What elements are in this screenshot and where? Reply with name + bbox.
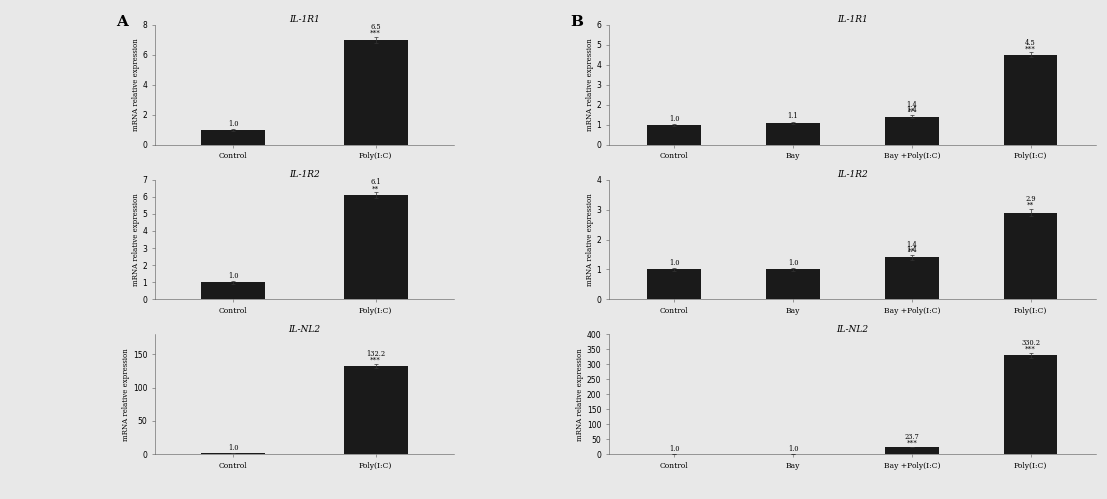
Bar (648, 269, 701, 299)
Bar (201, 282, 266, 299)
Text: ***: *** (370, 30, 381, 36)
Text: B: B (570, 15, 583, 29)
Bar (343, 195, 407, 299)
Title: IL-1R1: IL-1R1 (289, 15, 320, 24)
Bar (343, 40, 407, 145)
Text: ***: *** (1025, 346, 1036, 352)
Bar (1004, 213, 1057, 299)
Text: 1.1: 1.1 (788, 112, 798, 120)
Title: IL-1R2: IL-1R2 (837, 170, 868, 179)
Bar (1004, 55, 1057, 145)
Text: 132.2: 132.2 (366, 350, 385, 358)
Text: 1.0: 1.0 (669, 259, 680, 267)
Text: 1.4: 1.4 (907, 101, 918, 109)
Text: 1.0: 1.0 (228, 272, 238, 280)
Text: 1.4: 1.4 (907, 106, 918, 114)
Y-axis label: mRNA relative expression: mRNA relative expression (576, 348, 583, 441)
Bar (1004, 355, 1057, 454)
Bar (201, 130, 266, 145)
Text: 23.7: 23.7 (904, 433, 919, 441)
Bar (343, 366, 407, 454)
Text: 6.5: 6.5 (370, 23, 381, 31)
Text: ***: *** (907, 439, 918, 445)
Text: **: ** (372, 185, 380, 191)
Text: 1.0: 1.0 (228, 120, 238, 128)
Text: 1.0: 1.0 (669, 445, 680, 453)
Text: 1.0: 1.0 (788, 259, 798, 267)
Text: 1.4: 1.4 (907, 246, 918, 254)
Text: 1.4: 1.4 (907, 241, 918, 249)
Text: 330.2: 330.2 (1021, 339, 1041, 347)
Y-axis label: mRNA relative expression: mRNA relative expression (586, 38, 593, 131)
Y-axis label: mRNA relative expression: mRNA relative expression (132, 193, 139, 286)
Title: IL-NL2: IL-NL2 (836, 324, 869, 333)
Y-axis label: mRNA relative expression: mRNA relative expression (132, 38, 139, 131)
Text: 1.0: 1.0 (788, 445, 798, 453)
Y-axis label: mRNA relative expression: mRNA relative expression (122, 348, 130, 441)
Text: 1.0: 1.0 (228, 444, 238, 452)
Text: 1.0: 1.0 (669, 115, 680, 123)
Bar (886, 117, 939, 145)
Y-axis label: mRNA relative expression: mRNA relative expression (586, 193, 593, 286)
Text: **: ** (908, 248, 915, 254)
Text: 2.9: 2.9 (1025, 195, 1036, 203)
Title: IL-1R1: IL-1R1 (837, 15, 868, 24)
Text: ***: *** (370, 357, 381, 363)
Text: 6.1: 6.1 (370, 179, 381, 187)
Text: 4.5: 4.5 (1025, 38, 1036, 46)
Bar (648, 125, 701, 145)
Text: A: A (116, 15, 128, 29)
Title: IL-1R2: IL-1R2 (289, 170, 320, 179)
Bar (766, 123, 819, 145)
Bar (886, 447, 939, 454)
Text: ***: *** (1025, 45, 1036, 51)
Bar (886, 257, 939, 299)
Text: **: ** (908, 108, 915, 114)
Bar (766, 269, 819, 299)
Text: **: ** (1027, 202, 1034, 208)
Title: IL-NL2: IL-NL2 (288, 324, 321, 333)
